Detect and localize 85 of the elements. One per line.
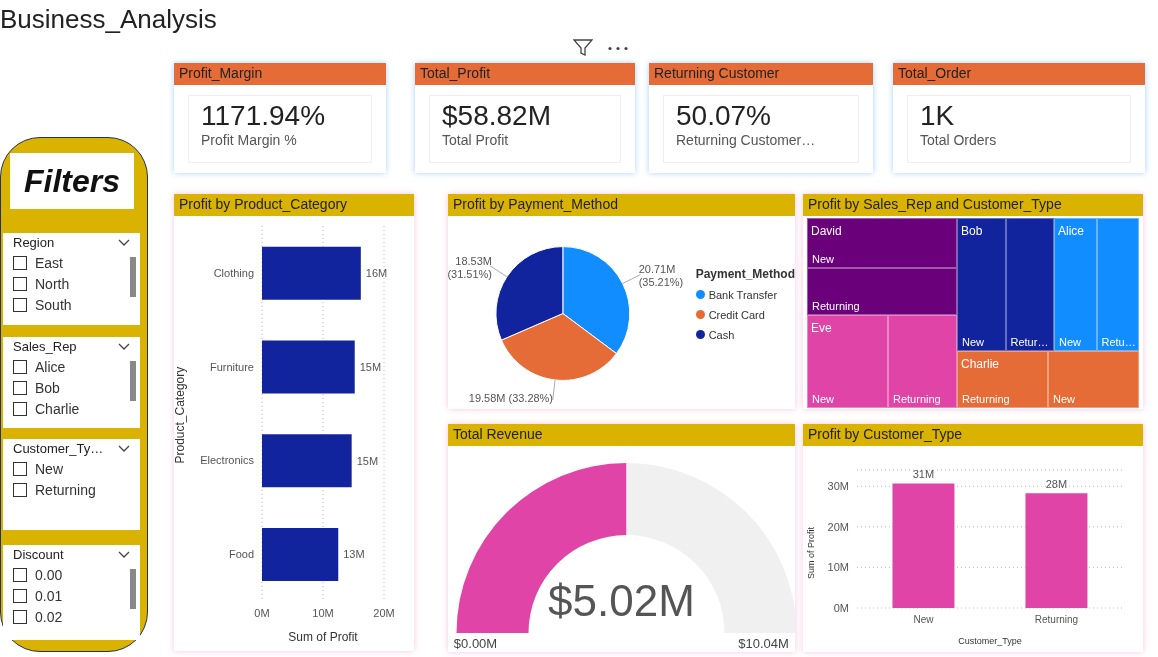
chart-title: Profit by Payment_Method (448, 194, 795, 216)
text: New (1053, 393, 1076, 405)
text: 1171.94% (201, 100, 327, 132)
text: Retur… (1010, 336, 1049, 348)
data-label: 28M (1045, 478, 1068, 491)
data-label: 20.71M (35.21%) (638, 263, 684, 289)
text: Total Profit (442, 132, 510, 148)
text: Total_Profit (415, 63, 635, 85)
bar (262, 246, 361, 300)
chart-title: Profit by Product_Category (174, 194, 414, 216)
text: 0.00 (34, 565, 64, 585)
bar (262, 527, 339, 581)
text: Region (12, 234, 56, 252)
data-label: 15M (359, 360, 382, 373)
text: Sales_Rep (12, 338, 78, 356)
y-tick-label: Food (228, 548, 254, 561)
category-label: Charlie (961, 357, 1000, 371)
data-label: 19.58M (33.28%) (468, 391, 553, 404)
text: Customer_Ty… (12, 440, 105, 458)
text: Returning Customer… (676, 132, 817, 148)
chart-title: Total Revenue (448, 424, 795, 446)
text: Profit Margin % (201, 132, 298, 148)
text: Returning (34, 480, 97, 500)
text: Profit_Margin (174, 63, 386, 85)
text: 1K (920, 100, 956, 132)
data-label: 18.53M (31.51%) (447, 254, 492, 280)
text: Returning (893, 393, 941, 405)
y-axis-title: Product_Category (173, 366, 188, 464)
category-label: Eve (811, 321, 832, 335)
x-tick-label: 10M (312, 606, 334, 619)
text: New (962, 336, 985, 348)
text: East (34, 253, 64, 273)
x-axis-title: Sum of Profit (288, 630, 359, 644)
y-tick-label: Clothing (213, 266, 254, 279)
category-label: Bob (961, 224, 983, 238)
text: Returning (962, 393, 1010, 405)
x-tick-label: New (913, 614, 935, 626)
text: $10.04M (738, 636, 789, 651)
text: $0.00M (453, 636, 498, 651)
text: Total Orders (920, 132, 998, 148)
text: Charlie (34, 399, 81, 419)
x-tick-label: 20M (373, 606, 395, 619)
category-label: David (811, 224, 842, 238)
text: Profit by Sales_Rep and Customer_Type (803, 194, 1143, 216)
y-tick-label: Furniture (209, 360, 254, 373)
text: Returning Customer (649, 63, 873, 85)
y-tick-label: Electronics (200, 454, 255, 467)
data-label: 13M (343, 548, 365, 561)
x-tick-label: Returning (1034, 614, 1079, 626)
text: Business_Analysis (0, 4, 218, 35)
data-label: 31M (912, 468, 935, 481)
text: New (812, 393, 835, 405)
text: New (812, 253, 835, 266)
data-label: 15M (356, 454, 379, 467)
legend-label: Cash (707, 328, 736, 341)
category-label: Alice (1058, 224, 1085, 238)
text: $5.02M (548, 576, 695, 625)
y-axis-title: Sum of Profit (806, 526, 817, 579)
text: Total_Order (893, 63, 1145, 85)
data-label: 16M (365, 267, 388, 280)
chart-title: Profit by Customer_Type (803, 424, 1143, 446)
text: $58.82M (442, 100, 552, 132)
text: 0.02 (34, 607, 64, 627)
x-tick-label: 0M (254, 606, 270, 619)
text: 50.07% (676, 100, 772, 132)
text: Returning (812, 299, 860, 312)
text: New (34, 459, 64, 479)
y-tick-label: 10M (827, 561, 849, 574)
text: South (34, 295, 73, 315)
legend-label: Credit Card (707, 308, 766, 321)
y-tick-label: 20M (827, 520, 849, 533)
text: Discount (12, 546, 65, 564)
text: 0.01 (34, 586, 64, 606)
legend-title: Payment_Method (695, 266, 795, 281)
bar (262, 434, 352, 488)
text: Filters (10, 153, 134, 209)
text: Bob (34, 378, 61, 398)
legend-label: Bank Transfer (707, 288, 779, 301)
y-tick-label: 30M (827, 480, 849, 493)
x-axis-title: Customer_Type (958, 636, 1022, 646)
text: Retu… (1101, 336, 1136, 348)
text: North (34, 274, 71, 294)
text: Alice (34, 357, 67, 377)
bar (262, 340, 355, 394)
text: New (1059, 336, 1082, 348)
